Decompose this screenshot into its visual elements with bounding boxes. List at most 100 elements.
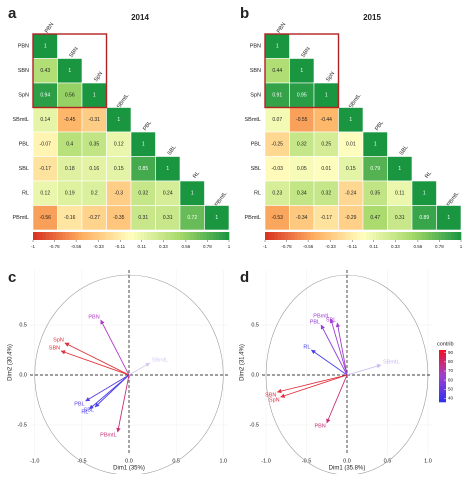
colorbar-segment <box>180 232 184 240</box>
colorbar-segment <box>385 232 390 240</box>
cell-value: -0.44 <box>321 117 333 123</box>
arrow <box>116 374 130 433</box>
legend-tick-label: 70 <box>448 368 454 373</box>
panel-label: b <box>240 5 249 22</box>
diagonal-label: SpN <box>93 71 104 83</box>
diagonal-label: PBN <box>44 22 55 35</box>
cell-value: 1 <box>68 68 71 74</box>
colorbar-segment <box>291 232 295 240</box>
colorbar-segment <box>75 232 80 240</box>
arrow <box>128 362 151 376</box>
arrow-label: SBmtL <box>152 357 169 363</box>
colorbar-segment <box>176 232 181 240</box>
row-label: PBN <box>18 44 29 50</box>
colorbar-segment <box>451 232 455 240</box>
colorbar-segment <box>183 232 187 240</box>
colorbar-segment <box>415 232 419 240</box>
diagonal-label: SBN <box>68 46 79 59</box>
colorbar-segment <box>85 232 89 240</box>
colorbar-segment <box>68 232 73 240</box>
row-label: PBN <box>250 44 261 50</box>
colorbar-segment <box>196 232 200 240</box>
colorbar-segment <box>317 232 321 240</box>
arrow-label: SpN <box>269 397 280 403</box>
cell <box>387 205 413 231</box>
cell-value: 0.85 <box>138 166 148 172</box>
cell-value: 0.43 <box>40 68 50 74</box>
colorbar-segment <box>307 232 312 240</box>
colorbar-segment <box>287 232 292 240</box>
x-axis-label: Dim1 (35.8%) <box>329 466 366 472</box>
cell <box>264 205 290 231</box>
colorbar-segment <box>215 232 220 240</box>
arrow-label: SpN <box>53 337 64 343</box>
arrow-label: SBL <box>84 407 94 413</box>
legend-segment <box>439 353 446 356</box>
legend-tick-label: 60 <box>448 377 454 382</box>
cell <box>411 180 437 206</box>
colorbar-segment <box>33 232 37 240</box>
legend-segment <box>439 356 446 359</box>
cell <box>81 131 107 157</box>
cell-value: -0.55 <box>296 117 308 123</box>
colorbar-segment <box>353 232 357 240</box>
colorbar-segment <box>222 232 227 240</box>
arrow-label: SBmtL <box>383 359 400 365</box>
colorbar-segment <box>49 232 53 240</box>
cell-value: -0.34 <box>296 215 308 221</box>
colorbar-segment <box>398 232 403 240</box>
cell-value: -0.16 <box>64 215 76 221</box>
arrow <box>276 374 348 394</box>
colorbar-segment <box>98 232 102 240</box>
cell-value: 0.15 <box>114 166 124 172</box>
cell-value: -0.24 <box>345 191 357 197</box>
colorbar-segment <box>441 232 445 240</box>
cell-value: -0.27 <box>89 215 101 221</box>
colorbar-segment <box>372 232 377 240</box>
cell-value: 1 <box>215 215 218 221</box>
legend-segment <box>439 385 446 387</box>
colorbar-segment <box>202 232 207 240</box>
colorbar-segment <box>428 232 432 240</box>
cell <box>32 156 58 182</box>
cell-value: 0.4 <box>66 142 73 148</box>
legend-segment <box>439 357 446 360</box>
colorbar-segment <box>193 232 197 240</box>
cell <box>57 180 83 206</box>
colorbar-segment <box>52 232 57 240</box>
diagonal-label: SBL <box>399 145 410 157</box>
colorbar-segment <box>300 232 305 240</box>
cell-value: 1 <box>423 191 426 197</box>
legend-segment <box>439 382 446 385</box>
cell-value: 0.01 <box>346 142 356 148</box>
cell-value: 0.35 <box>370 191 380 197</box>
arrow-label: PBN <box>88 314 99 320</box>
cell <box>32 180 58 206</box>
arrow <box>326 374 348 424</box>
y-tick-label: 0.5 <box>19 322 27 328</box>
colorbar-segment <box>114 232 119 240</box>
cell <box>264 107 290 133</box>
cell <box>362 180 388 206</box>
arrow <box>329 318 348 376</box>
legend-segment <box>439 351 446 353</box>
legend-segment <box>439 395 446 398</box>
colorbar-segment <box>72 232 76 240</box>
x-axis-label: Dim1 (35%) <box>113 466 145 472</box>
colorbar-tick-label: -0.78 <box>49 244 60 249</box>
cell <box>179 180 205 206</box>
colorbar-segment <box>389 232 393 240</box>
cell-value: 1 <box>191 191 194 197</box>
cell-value: 0.11 <box>395 191 405 197</box>
colorbar-segment <box>447 232 452 240</box>
row-label: SpN <box>18 93 29 99</box>
legend-segment <box>439 376 446 378</box>
cell <box>411 205 437 231</box>
colorbar-segment <box>323 232 328 240</box>
arrow-label: PBL <box>310 319 320 325</box>
colorbar-tick-label: -1 <box>31 244 35 249</box>
colorbar-segment <box>425 232 429 240</box>
cell-value: -0.35 <box>113 215 125 221</box>
legend-segment <box>439 394 446 396</box>
